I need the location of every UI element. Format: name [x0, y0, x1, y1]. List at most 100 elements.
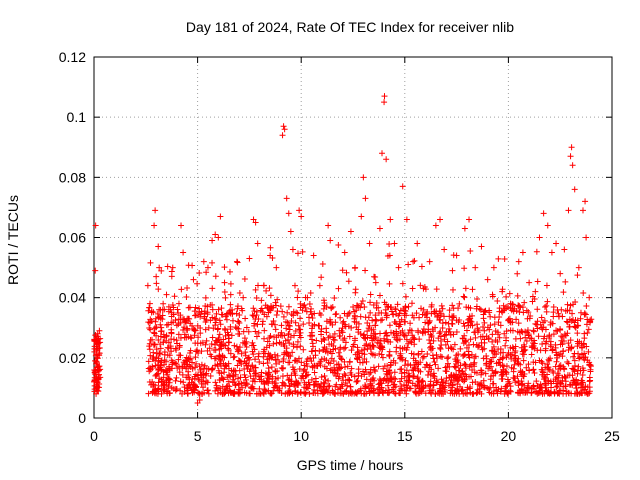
- data-point: [503, 383, 510, 390]
- data-point: [455, 359, 462, 366]
- data-point: [459, 368, 466, 375]
- data-point: [253, 308, 260, 315]
- data-point: [483, 353, 490, 360]
- data-point: [507, 327, 514, 334]
- data-point: [242, 352, 249, 359]
- data-points: [91, 93, 595, 406]
- data-point: [302, 304, 309, 311]
- data-point: [388, 308, 395, 315]
- data-point: [577, 367, 584, 374]
- data-point: [236, 367, 243, 374]
- data-point: [408, 339, 415, 346]
- data-point: [524, 389, 531, 396]
- data-point: [573, 384, 580, 391]
- data-point: [424, 351, 431, 358]
- data-point: [548, 249, 555, 256]
- data-point: [249, 342, 256, 349]
- data-point: [472, 264, 479, 271]
- data-point: [204, 387, 211, 394]
- data-point: [157, 315, 164, 322]
- data-point: [304, 294, 311, 301]
- data-point: [313, 381, 320, 388]
- data-point: [149, 378, 156, 385]
- data-point: [462, 390, 469, 397]
- data-point: [280, 313, 287, 320]
- data-point: [376, 292, 383, 299]
- data-point: [191, 387, 198, 394]
- data-point: [363, 390, 370, 397]
- data-point: [246, 255, 253, 262]
- data-point: [95, 375, 102, 382]
- data-point: [212, 337, 219, 344]
- data-point: [444, 360, 451, 367]
- data-point: [441, 246, 448, 253]
- data-point: [386, 241, 393, 248]
- data-point: [226, 268, 233, 275]
- data-point: [197, 330, 204, 337]
- data-point: [165, 383, 172, 390]
- data-point: [523, 337, 530, 344]
- data-point: [489, 338, 496, 345]
- data-point: [408, 350, 415, 357]
- data-point: [222, 313, 229, 320]
- data-point: [526, 315, 533, 322]
- data-point: [221, 365, 228, 372]
- data-point: [348, 372, 355, 379]
- data-point: [196, 396, 203, 403]
- data-point: [187, 384, 194, 391]
- data-point: [419, 354, 426, 361]
- data-point: [186, 350, 193, 357]
- data-point: [231, 353, 238, 360]
- data-point: [368, 350, 375, 357]
- data-point: [305, 379, 312, 386]
- data-point: [491, 321, 498, 328]
- data-point: [431, 373, 438, 380]
- data-point: [567, 302, 574, 309]
- data-point: [557, 270, 564, 277]
- data-point: [352, 289, 359, 296]
- data-point: [399, 280, 406, 287]
- data-point: [544, 298, 551, 305]
- data-point: [272, 367, 279, 374]
- data-point: [227, 388, 234, 395]
- data-point: [456, 300, 463, 307]
- data-point: [453, 252, 460, 259]
- data-point: [157, 328, 164, 335]
- data-point: [153, 324, 160, 331]
- data-point: [250, 312, 257, 319]
- data-point: [422, 364, 429, 371]
- data-point: [508, 364, 515, 371]
- data-point: [253, 294, 260, 301]
- data-point: [368, 332, 374, 339]
- data-point: [367, 299, 374, 306]
- data-point: [192, 354, 199, 361]
- data-point: [282, 318, 289, 325]
- data-point: [230, 354, 237, 361]
- data-point: [541, 317, 548, 324]
- data-point: [460, 293, 467, 300]
- data-point: [157, 351, 164, 358]
- data-point: [161, 357, 168, 364]
- data-point: [557, 381, 564, 388]
- data-point: [466, 216, 473, 223]
- data-point: [403, 216, 410, 223]
- data-point: [392, 318, 399, 325]
- data-point: [311, 362, 318, 369]
- data-point: [358, 300, 365, 307]
- data-point: [224, 385, 231, 392]
- data-point: [234, 375, 241, 382]
- data-point: [188, 335, 195, 342]
- data-point: [238, 380, 245, 387]
- data-point: [335, 241, 342, 248]
- data-point: [300, 368, 307, 375]
- data-point: [212, 362, 219, 369]
- data-point: [255, 282, 262, 289]
- data-point: [449, 267, 456, 274]
- data-point: [292, 378, 299, 385]
- data-point: [225, 378, 232, 385]
- x-tick-label: 15: [397, 428, 413, 444]
- data-point: [437, 216, 444, 223]
- data-point: [417, 282, 424, 289]
- data-point: [573, 380, 580, 387]
- data-point: [567, 381, 574, 388]
